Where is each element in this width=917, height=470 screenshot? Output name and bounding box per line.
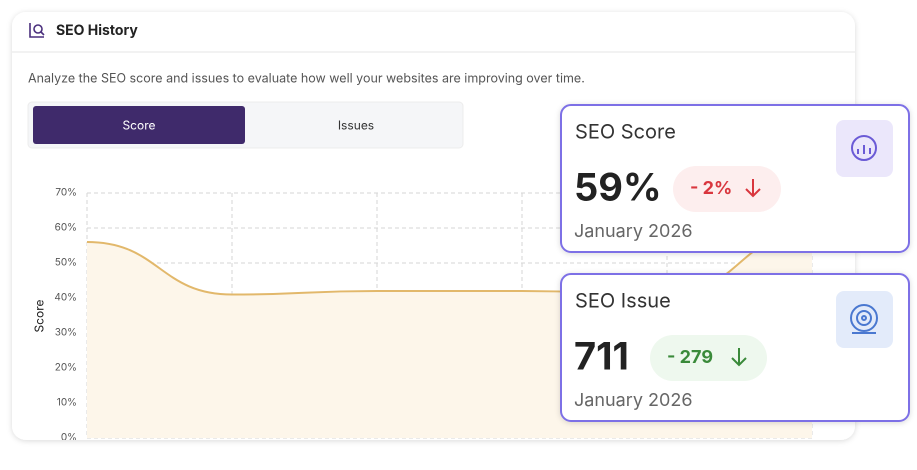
- y-axis-label: Score: [31, 299, 46, 332]
- card-title: SEO Issue: [575, 288, 671, 312]
- badge: [650, 335, 767, 381]
- tab-active[interactable]: [33, 106, 245, 144]
- badge: [673, 166, 781, 212]
- card-change: - 279: [667, 347, 713, 368]
- card-change: - 2%: [690, 178, 732, 199]
- card: SEO Score 59% - 2% January 2026: [560, 104, 910, 253]
- y-tick-label: 10%: [57, 397, 77, 409]
- card-date: January 2026: [574, 221, 692, 242]
- header-icon: [29, 23, 45, 38]
- header-title: SEO History: [56, 22, 138, 39]
- arrow-down: [745, 179, 761, 198]
- card-date: January 2026: [574, 390, 692, 411]
- y-tick-label: 40%: [54, 292, 77, 304]
- y-tick-label: 60%: [55, 222, 77, 234]
- y-tick-label: 70%: [55, 187, 77, 199]
- card-value: 711: [574, 333, 629, 379]
- card-value: 59%: [574, 164, 662, 210]
- tab-label[interactable]: Issues: [338, 117, 374, 132]
- y-tick-label: 30%: [55, 327, 77, 339]
- arrow-down: [731, 348, 747, 367]
- card-title: SEO Score: [575, 119, 676, 143]
- card: SEO Issue 711 - 279 January 2026: [560, 273, 910, 422]
- tab-label[interactable]: Score: [122, 117, 155, 132]
- y-tick-label: 20%: [55, 362, 77, 374]
- y-tick-label: 0%: [61, 432, 77, 444]
- description: Analyze the SEO score and issues to eval…: [28, 71, 585, 86]
- y-tick-label: 50%: [55, 257, 77, 269]
